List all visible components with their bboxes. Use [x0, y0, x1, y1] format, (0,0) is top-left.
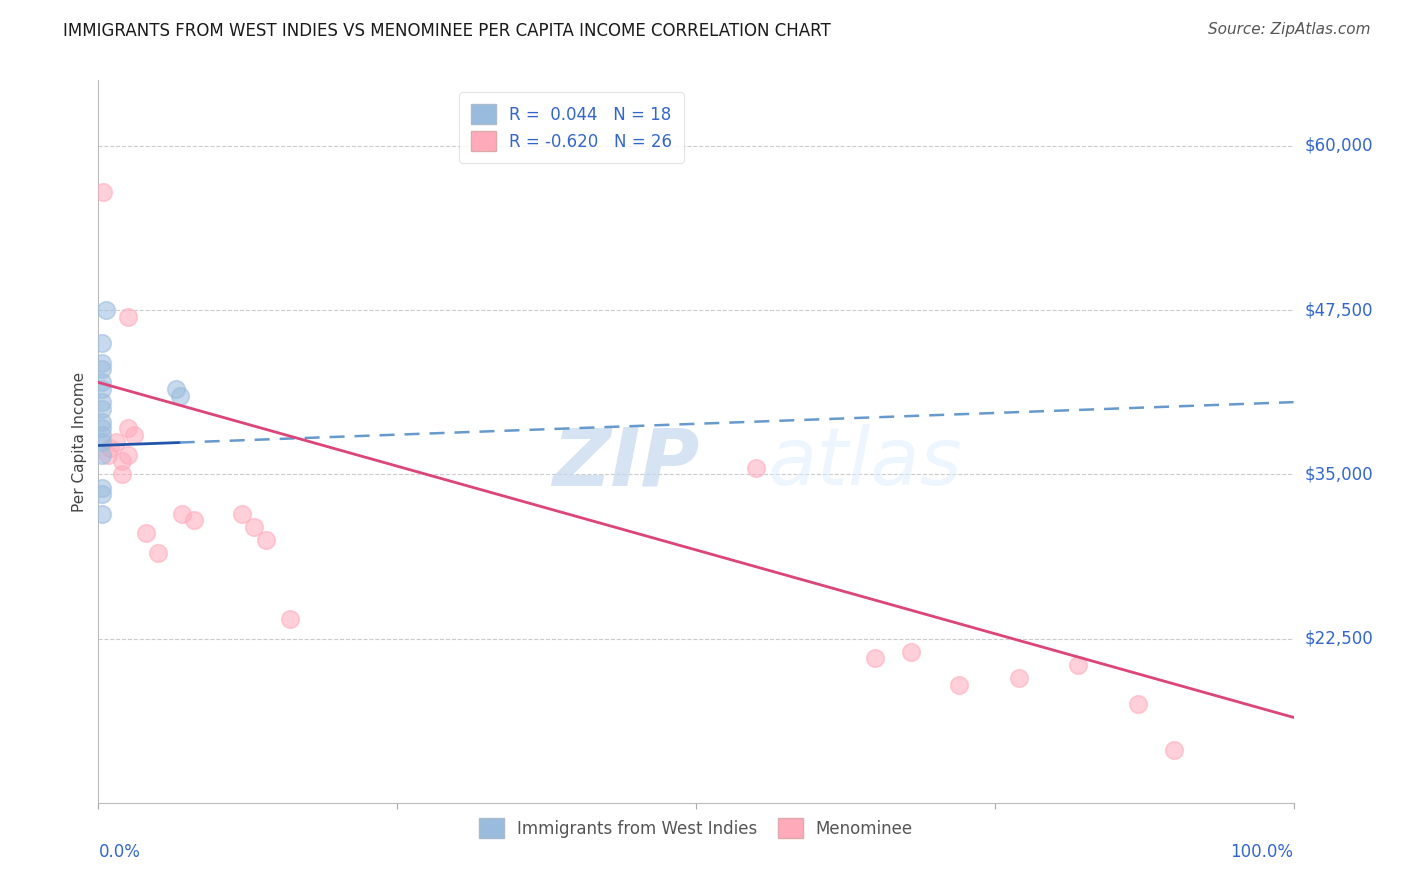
Text: $47,500: $47,500 — [1305, 301, 1374, 319]
Point — [169, 388, 191, 402]
Point — [254, 533, 277, 547]
Text: Source: ZipAtlas.com: Source: ZipAtlas.com — [1208, 22, 1371, 37]
Point — [1163, 743, 1185, 757]
Point — [98, 441, 122, 455]
Point — [165, 382, 187, 396]
Point — [111, 467, 134, 482]
Text: ZIP: ZIP — [553, 425, 700, 502]
Text: $22,500: $22,500 — [1305, 630, 1374, 648]
Point — [91, 362, 114, 376]
Text: 100.0%: 100.0% — [1230, 843, 1294, 861]
Point — [1008, 671, 1031, 685]
Point — [745, 460, 768, 475]
Point — [94, 303, 117, 318]
Point — [1128, 698, 1150, 712]
Point — [111, 454, 134, 468]
Point — [91, 185, 114, 199]
Point — [91, 507, 114, 521]
Point — [91, 481, 114, 495]
Point — [91, 415, 114, 429]
Point — [91, 434, 114, 449]
Point — [97, 448, 120, 462]
Point — [278, 612, 301, 626]
Text: $35,000: $35,000 — [1305, 466, 1374, 483]
Point — [900, 645, 922, 659]
Point — [243, 520, 266, 534]
Point — [231, 507, 253, 521]
Point — [1067, 657, 1090, 672]
Point — [865, 651, 887, 665]
Point — [148, 546, 170, 560]
Text: 0.0%: 0.0% — [98, 843, 141, 861]
Legend: Immigrants from West Indies, Menominee: Immigrants from West Indies, Menominee — [472, 812, 920, 845]
Text: IMMIGRANTS FROM WEST INDIES VS MENOMINEE PER CAPITA INCOME CORRELATION CHART: IMMIGRANTS FROM WEST INDIES VS MENOMINEE… — [63, 22, 831, 40]
Point — [117, 448, 139, 462]
Point — [124, 428, 146, 442]
Point — [91, 376, 114, 390]
Text: $60,000: $60,000 — [1305, 137, 1374, 155]
Point — [117, 421, 139, 435]
Text: atlas: atlas — [768, 425, 963, 502]
Point — [91, 336, 114, 351]
Point — [91, 382, 114, 396]
Point — [91, 401, 114, 416]
Point — [172, 507, 194, 521]
Point — [91, 428, 114, 442]
Point — [91, 356, 114, 370]
Point — [105, 434, 128, 449]
Point — [117, 310, 139, 324]
Point — [91, 395, 114, 409]
Point — [135, 526, 157, 541]
Point — [91, 487, 114, 501]
Y-axis label: Per Capita Income: Per Capita Income — [72, 371, 87, 512]
Point — [183, 513, 205, 527]
Point — [91, 448, 114, 462]
Point — [91, 421, 114, 435]
Point — [948, 677, 970, 691]
